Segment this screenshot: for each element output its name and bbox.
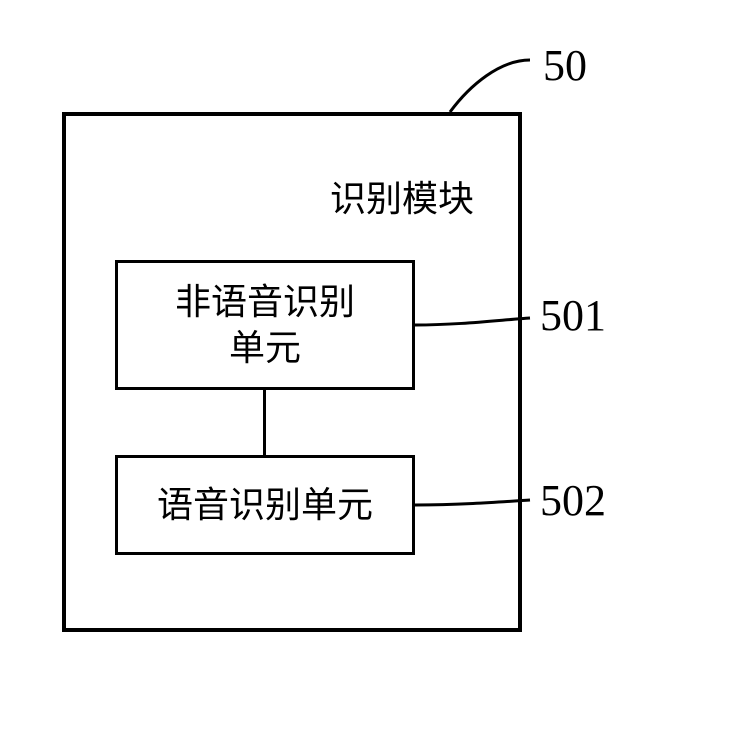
speech-recognition-unit-leader-line — [0, 0, 740, 732]
diagram-canvas: 识别模块 50 非语音识别 单元 501 语音识别单元 502 — [0, 0, 740, 732]
unit-connector-line — [263, 390, 266, 455]
